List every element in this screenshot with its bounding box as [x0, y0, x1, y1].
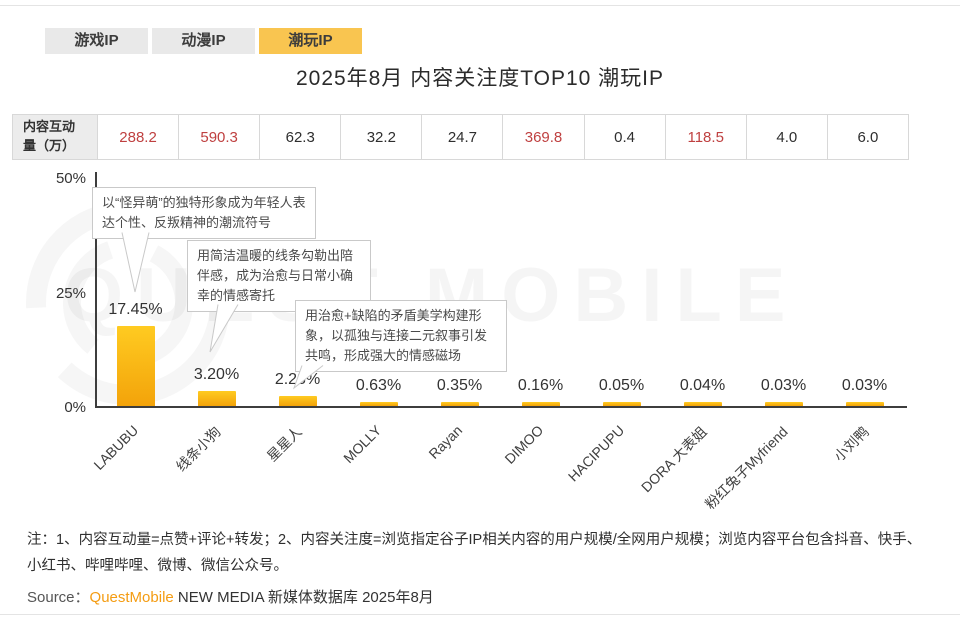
annotation-star-person: 用治愈+缺陷的矛盾美学构建形象，以孤独与连接二元叙事引发共鸣，形成强大的情感磁场	[295, 300, 507, 373]
footnote: 注：1、内容互动量=点赞+评论+转发；2、内容关注度=浏览指定谷子IP相关内容的…	[27, 532, 922, 574]
bar-DIMOO	[521, 402, 560, 406]
bar-HACIPUPU	[602, 402, 641, 406]
x-axis-labels: LABUBU 线条小狗 星星人 MOLLY Rayan DIMOO HACIPUPU DORA…	[90, 412, 905, 532]
bar-value-label: 0.05%	[598, 377, 645, 394]
tab-game-ip[interactable]: 游戏IP	[45, 28, 148, 54]
bar-MOLLY	[359, 402, 398, 406]
bar-Rayan	[440, 402, 479, 406]
bar-DORA 大表姐	[683, 402, 722, 406]
bar-plot-area: 17.45% 3.20% 2.28% 0.63% 0.35% 0.16% 0.05% 0.04…	[95, 170, 905, 406]
bar-value-label: 0.16%	[517, 377, 564, 394]
interaction-value-cell: 6.0	[826, 115, 908, 159]
top-divider	[0, 5, 960, 6]
interaction-volume-table: 内容互动量（万） 288.2 590.3 62.3 32.2 24.7 369.8 0.4 1…	[12, 114, 909, 160]
interaction-value-cell: 32.2	[340, 115, 421, 159]
bar-value-label: 0.03%	[760, 377, 807, 394]
interaction-value-cell: 62.3	[259, 115, 340, 159]
interaction-value-cell: 590.3	[178, 115, 259, 159]
annotation-labubu: 以“怪异萌”的独特形象成为年轻人表达个性、反叛精神的潮流符号	[92, 187, 316, 240]
interaction-value-cell: 0.4	[583, 115, 665, 159]
bar-粉红兔子Myfriend	[764, 402, 803, 406]
y-tick-25: 25%	[55, 285, 86, 302]
bar-value-label: 0.04%	[679, 377, 726, 394]
bar-value-label: 2.28%	[274, 371, 321, 388]
tab-anime-ip[interactable]: 动漫IP	[152, 28, 255, 54]
bar-value-label: 0.35%	[436, 377, 483, 394]
tab-trendy-toy-ip[interactable]: 潮玩IP	[259, 28, 362, 54]
y-axis-line	[95, 172, 97, 408]
source-prefix: Source：	[27, 589, 90, 606]
source-brand: QuestMobile	[89, 589, 174, 606]
bar-线条小狗	[197, 391, 236, 406]
bar-value-label: 3.20%	[193, 366, 240, 383]
interaction-value-cell: 24.7	[421, 115, 502, 159]
interaction-value-cell: 288.2	[97, 115, 178, 159]
y-tick-50: 50%	[55, 170, 86, 187]
interaction-value-cell: 118.5	[664, 115, 746, 159]
source-line: Source：QuestMobile NEW MEDIA 新媒体数据库 2025…	[27, 586, 434, 607]
bar-星星人	[278, 396, 317, 406]
bar-LABUBU	[116, 326, 155, 406]
interaction-value-cell: 4.0	[745, 115, 827, 159]
ip-category-tabs: 游戏IP 动漫IP 潮玩IP	[45, 28, 362, 54]
source-rest: NEW MEDIA 新媒体数据库 2025年8月	[173, 589, 434, 606]
bar-value-label: 17.45%	[108, 301, 163, 318]
interaction-value-cell: 369.8	[502, 115, 583, 159]
chart-title: 2025年8月 内容关注度TOP10 潮玩IP	[295, 67, 665, 90]
y-tick-0: 0%	[64, 399, 86, 416]
bar-小刘鸭	[845, 402, 884, 406]
bottom-divider	[0, 614, 960, 615]
bar-value-label: 0.63%	[355, 377, 402, 394]
bar-value-label: 0.03%	[841, 377, 888, 394]
x-axis-line	[95, 406, 907, 408]
interaction-volume-header: 内容互动量（万）	[13, 115, 97, 159]
